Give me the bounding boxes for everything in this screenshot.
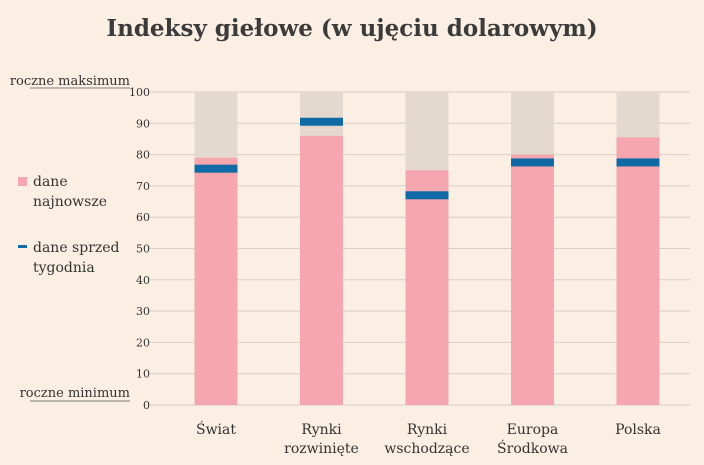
y-tick-label: 90 — [136, 117, 150, 130]
y-tick-label: 50 — [136, 243, 150, 256]
y-ticks: 0 10 20 30 40 50 60 70 80 90 100 — [129, 86, 150, 412]
legend-label-latest: najnowsze — [33, 194, 107, 210]
x-labels: Świat Rynki rozwinięte Rynki wschodzące Europ… — [196, 420, 661, 457]
latest-bar — [300, 135, 343, 405]
y-tick-label: 30 — [136, 305, 150, 318]
x-category-label: Europa — [507, 422, 559, 438]
legend-marker-latest — [18, 177, 27, 186]
legend-label-previous: dane sprzed — [33, 240, 120, 256]
latest-bar — [405, 170, 449, 405]
previous-marker — [194, 164, 238, 173]
legend-label-previous: tygodnia — [33, 260, 95, 276]
latest-bar — [511, 154, 554, 405]
y-tick-label: 0 — [143, 399, 150, 412]
chart-title: Indeksy giełowe (w ujęciu dolarowym) — [106, 15, 597, 42]
x-category-label: Rynki — [407, 422, 448, 438]
x-category-label: Rynki — [301, 422, 342, 438]
y-min-label: roczne minimum — [20, 386, 130, 401]
x-category-label: Polska — [615, 422, 661, 438]
bars — [194, 92, 660, 405]
y-tick-label: 70 — [136, 180, 150, 193]
x-category-label: Świat — [196, 420, 236, 438]
previous-marker — [616, 158, 660, 167]
x-category-label: Środkowa — [497, 439, 568, 457]
y-tick-label: 20 — [136, 336, 150, 349]
y-tick-label: 40 — [136, 274, 150, 287]
x-category-label: rozwinięte — [284, 441, 359, 457]
latest-bar — [194, 157, 238, 405]
y-tick-label: 60 — [136, 211, 150, 224]
y-tick-label: 100 — [129, 86, 150, 99]
previous-marker — [511, 158, 554, 167]
legend-label-latest: dane — [33, 174, 68, 190]
previous-marker — [405, 191, 449, 200]
y-max-label: roczne maksimum — [10, 74, 130, 89]
latest-bar — [616, 137, 660, 405]
y-tick-label: 80 — [136, 149, 150, 162]
legend: dane najnowsze dane sprzed tygodnia — [18, 174, 120, 276]
y-tick-label: 10 — [136, 368, 150, 381]
legend-marker-previous — [18, 245, 27, 248]
x-category-label: wschodzące — [384, 441, 469, 457]
previous-marker — [300, 117, 343, 126]
